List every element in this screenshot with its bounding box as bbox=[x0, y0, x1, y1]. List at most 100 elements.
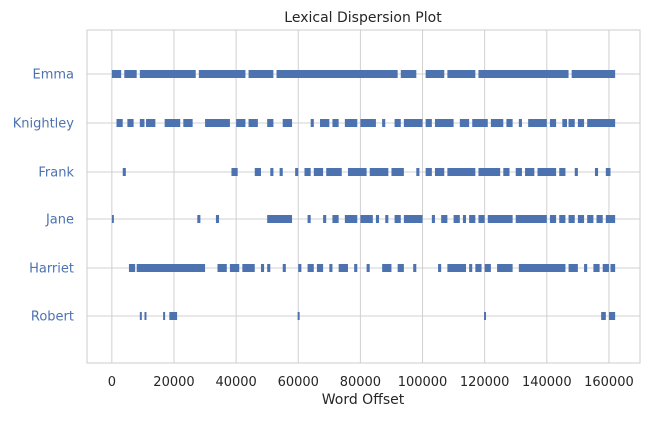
dispersion-mark-frank bbox=[326, 168, 342, 176]
dispersion-mark-harriet bbox=[602, 264, 609, 272]
dispersion-mark-harriet bbox=[229, 264, 240, 272]
dispersion-mark-knightley bbox=[139, 119, 145, 127]
dispersion-mark-frank bbox=[304, 168, 311, 176]
dispersion-mark-knightley bbox=[568, 119, 575, 127]
y-tick-label-knightley: Knightley bbox=[13, 117, 75, 132]
dispersion-mark-jane bbox=[462, 215, 467, 223]
dispersion-mark-jane bbox=[111, 215, 114, 223]
dispersion-mark-frank bbox=[574, 168, 578, 176]
dispersion-mark-robert bbox=[601, 312, 606, 320]
dispersion-mark-harriet bbox=[438, 264, 442, 272]
dispersion-mark-harriet bbox=[568, 264, 578, 272]
dispersion-mark-harriet bbox=[382, 264, 392, 272]
dispersion-mark-frank bbox=[425, 168, 432, 176]
dispersion-mark-jane bbox=[394, 215, 401, 223]
dispersion-mark-harriet bbox=[484, 264, 491, 272]
dispersion-mark-harriet bbox=[469, 264, 473, 272]
dispersion-mark-knightley bbox=[310, 119, 314, 127]
dispersion-mark-frank bbox=[122, 168, 126, 176]
dispersion-mark-frank bbox=[447, 168, 476, 176]
dispersion-mark-jane bbox=[344, 215, 358, 223]
dispersion-mark-robert bbox=[297, 312, 300, 320]
dispersion-mark-robert bbox=[139, 312, 142, 320]
dispersion-mark-frank bbox=[434, 168, 445, 176]
dispersion-mark-knightley bbox=[382, 119, 386, 127]
dispersion-mark-frank bbox=[369, 168, 389, 176]
dispersion-mark-knightley bbox=[587, 119, 616, 127]
dispersion-mark-harriet bbox=[610, 264, 616, 272]
dispersion-mark-emma bbox=[276, 70, 398, 78]
dispersion-mark-knightley bbox=[425, 119, 432, 127]
dispersion-mark-harriet bbox=[338, 264, 348, 272]
dispersion-mark-frank bbox=[478, 168, 501, 176]
dispersion-mark-robert bbox=[484, 312, 487, 320]
dispersion-mark-knightley bbox=[146, 119, 156, 127]
dispersion-mark-jane bbox=[568, 215, 575, 223]
dispersion-mark-jane bbox=[487, 215, 513, 223]
x-tick-label: 60000 bbox=[278, 375, 319, 390]
dispersion-mark-knightley bbox=[282, 119, 293, 127]
x-tick-label: 0 bbox=[108, 375, 116, 390]
dispersion-mark-frank bbox=[347, 168, 367, 176]
dispersion-mark-knightley bbox=[236, 119, 246, 127]
dispersion-mark-jane bbox=[431, 215, 435, 223]
dispersion-mark-knightley bbox=[360, 119, 376, 127]
dispersion-mark-frank bbox=[594, 168, 599, 176]
dispersion-mark-frank bbox=[391, 168, 404, 176]
dispersion-mark-harriet bbox=[260, 264, 265, 272]
dispersion-mark-knightley bbox=[490, 119, 504, 127]
dispersion-mark-jane bbox=[515, 215, 547, 223]
y-tick-labels: Emma Knightley Frank Jane Harriet Robert bbox=[13, 68, 75, 325]
y-tick-label-harriet: Harriet bbox=[29, 262, 74, 277]
dispersion-mark-harriet bbox=[447, 264, 467, 272]
dispersion-mark-harriet bbox=[397, 264, 404, 272]
dispersion-mark-jane bbox=[332, 215, 339, 223]
dispersion-mark-jane bbox=[469, 215, 476, 223]
y-tick-label-robert: Robert bbox=[31, 310, 74, 325]
x-tick-label: 40000 bbox=[215, 375, 256, 390]
x-tick-label: 140000 bbox=[522, 375, 572, 390]
dispersion-mark-knightley bbox=[506, 119, 513, 127]
dispersion-mark-harriet bbox=[413, 264, 417, 272]
dispersion-mark-emma bbox=[400, 70, 417, 78]
dispersion-mark-harriet bbox=[366, 264, 370, 272]
dispersion-mark-emma bbox=[248, 70, 274, 78]
dispersion-mark-knightley bbox=[434, 119, 454, 127]
dispersion-mark-frank bbox=[525, 168, 535, 176]
dispersion-mark-knightley bbox=[183, 119, 193, 127]
dispersion-mark-harriet bbox=[475, 264, 482, 272]
dispersion-mark-robert bbox=[144, 312, 147, 320]
dispersion-mark-harriet bbox=[593, 264, 600, 272]
dispersion-mark-frank bbox=[416, 168, 420, 176]
dispersion-mark-frank bbox=[254, 168, 261, 176]
dispersion-mark-frank bbox=[559, 168, 566, 176]
dispersion-mark-knightley bbox=[164, 119, 181, 127]
dispersion-mark-harriet bbox=[267, 264, 271, 272]
x-tick-label: 100000 bbox=[398, 375, 448, 390]
dispersion-mark-knightley bbox=[403, 119, 423, 127]
x-tick-label: 20000 bbox=[153, 375, 194, 390]
dispersion-mark-harriet bbox=[282, 264, 286, 272]
dispersion-mark-jane bbox=[549, 215, 557, 223]
dispersion-mark-jane bbox=[307, 215, 311, 223]
dispersion-mark-emma bbox=[139, 70, 196, 78]
dispersion-mark-knightley bbox=[577, 119, 585, 127]
dispersion-mark-jane bbox=[215, 215, 220, 223]
dispersion-mark-harriet bbox=[316, 264, 324, 272]
dispersion-mark-harriet bbox=[298, 264, 302, 272]
dispersion-mark-knightley bbox=[562, 119, 567, 127]
dispersion-mark-harriet bbox=[128, 264, 136, 272]
dispersion-mark-knightley bbox=[518, 119, 522, 127]
x-tick-labels: 0 20000 40000 60000 80000 100000 120000 140000 1… bbox=[108, 375, 634, 390]
dispersion-mark-emma bbox=[571, 70, 616, 78]
dispersion-mark-knightley bbox=[116, 119, 123, 127]
plot-frame bbox=[86, 29, 641, 364]
dispersion-mark-frank bbox=[231, 168, 238, 176]
dispersion-mark-harriet bbox=[354, 264, 358, 272]
x-tick-label: 120000 bbox=[460, 375, 510, 390]
dispersion-mark-knightley bbox=[332, 119, 339, 127]
dispersion-mark-frank bbox=[503, 168, 510, 176]
dispersion-mark-jane bbox=[478, 215, 485, 223]
dispersion-mark-knightley bbox=[248, 119, 258, 127]
x-tick-label: 160000 bbox=[584, 375, 634, 390]
